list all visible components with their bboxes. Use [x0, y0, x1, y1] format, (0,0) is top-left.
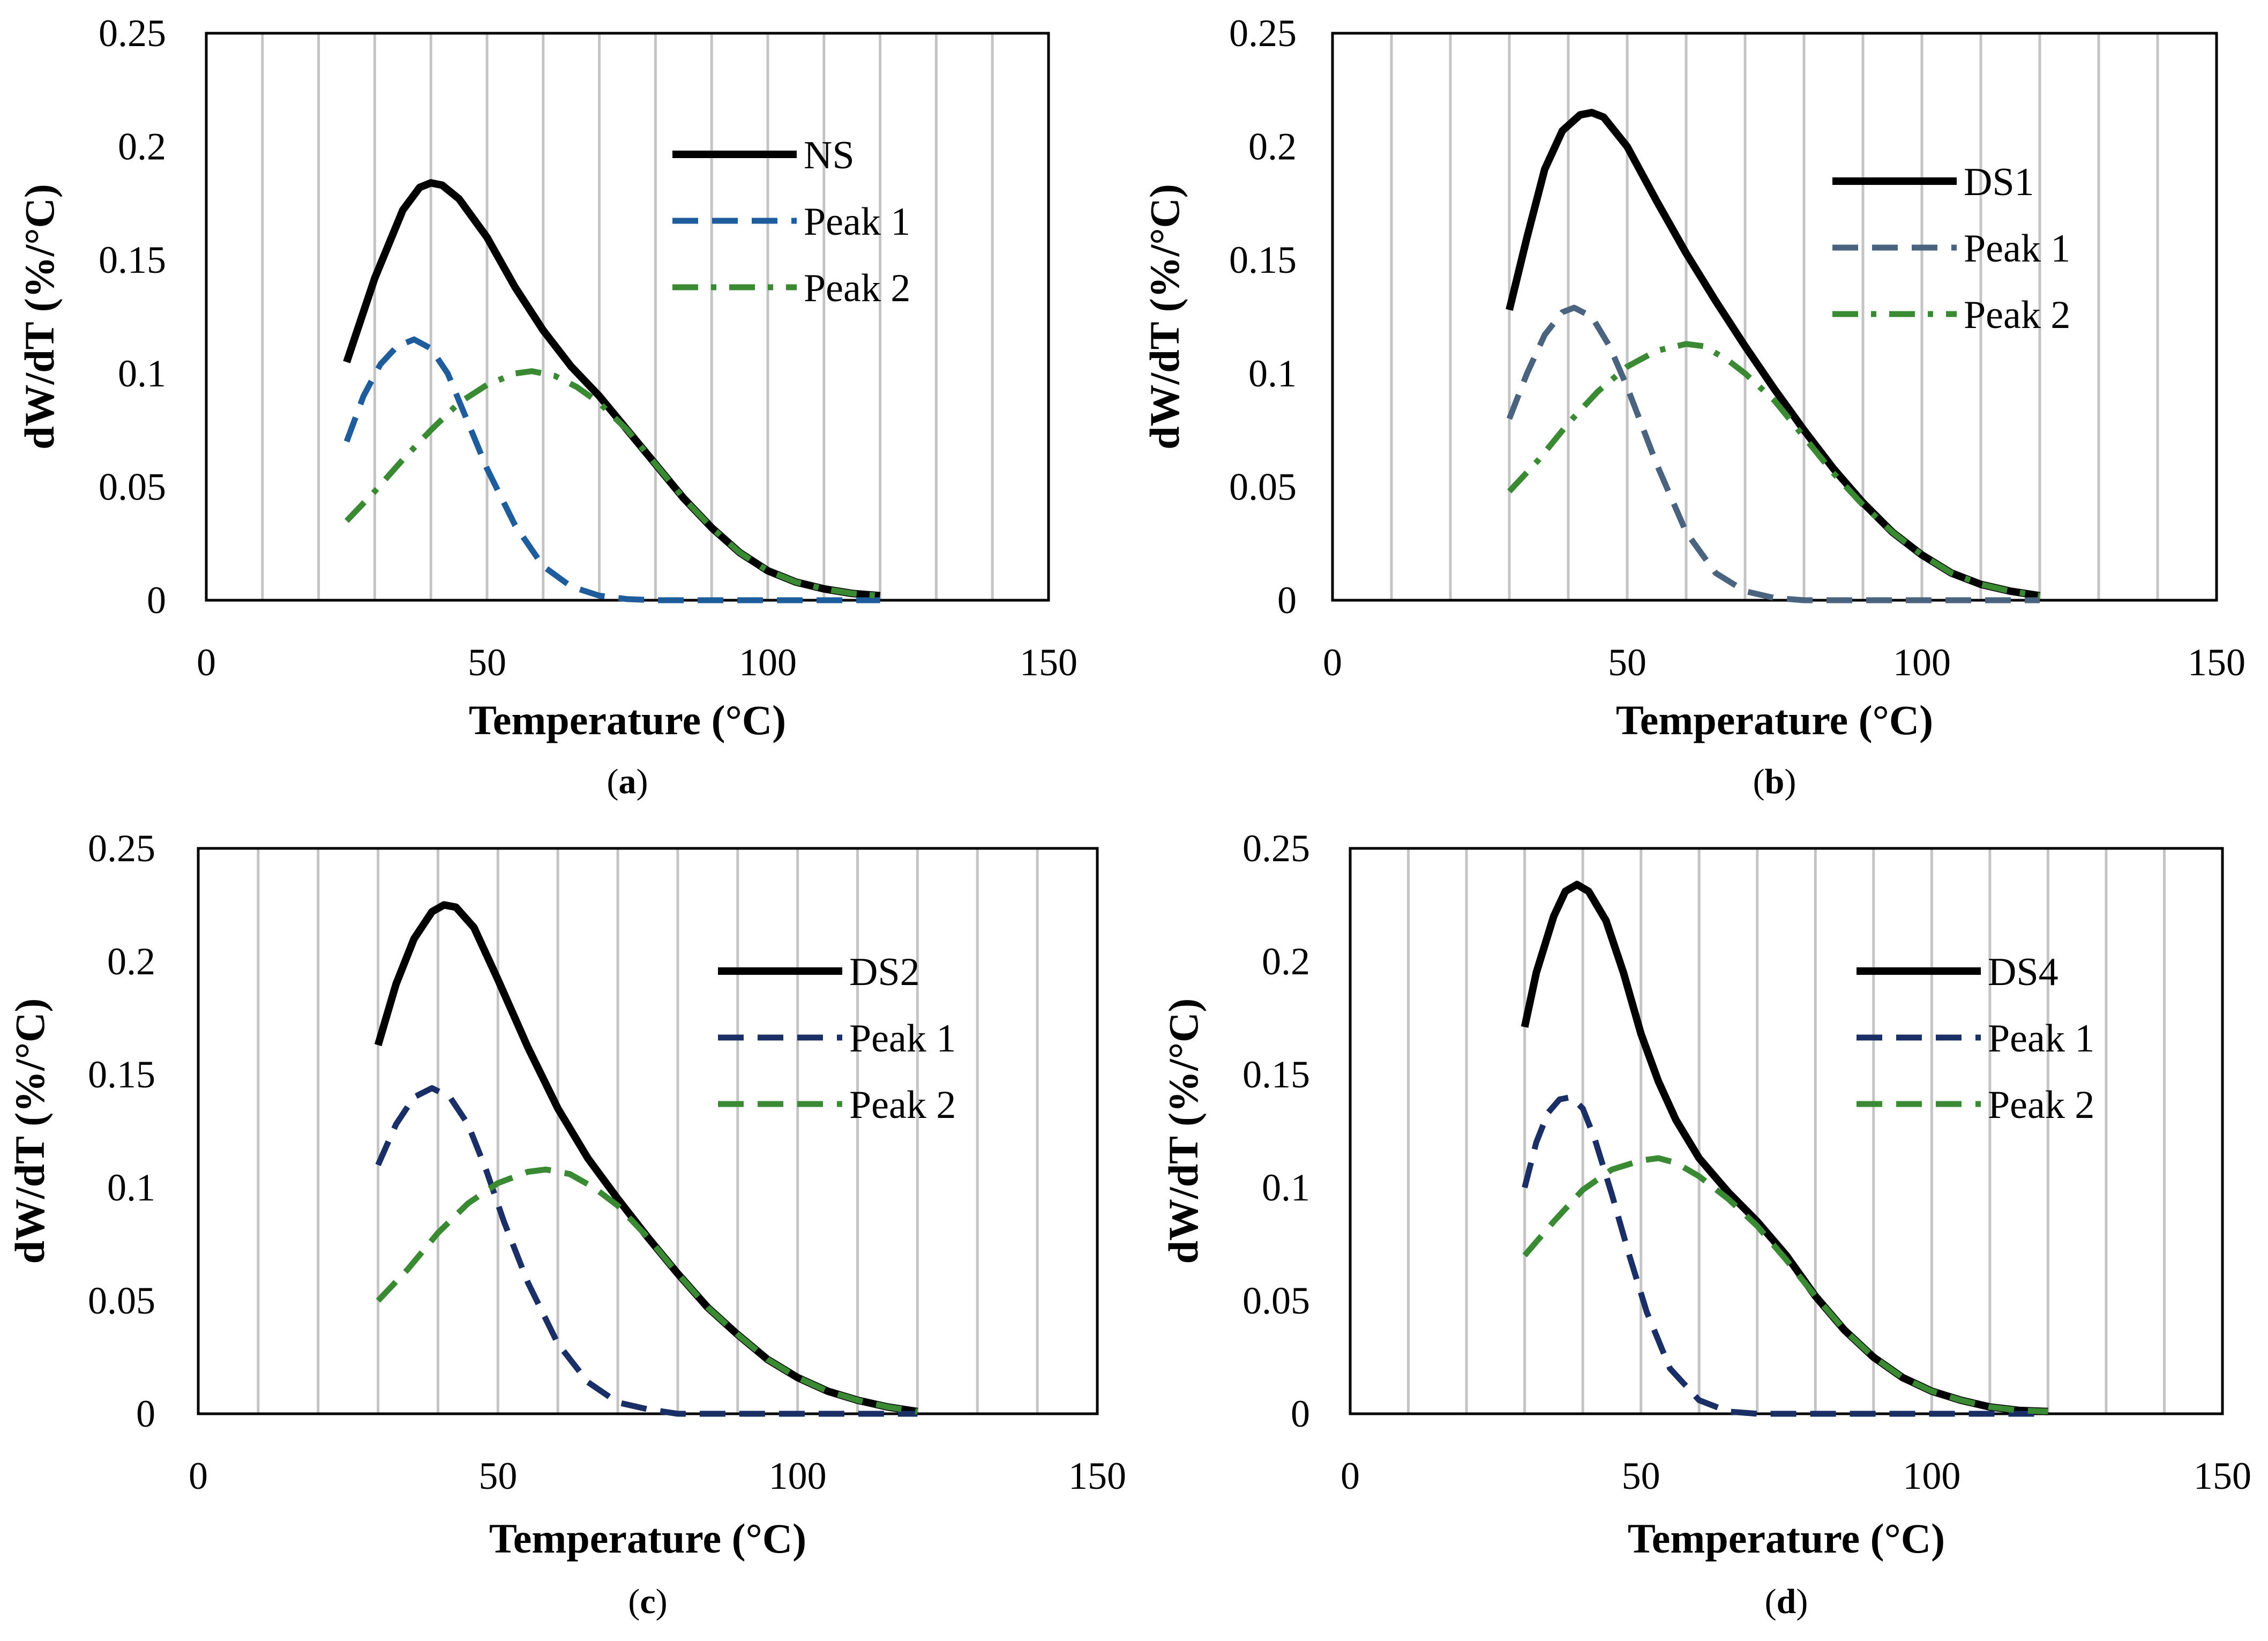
series-line-peak-1 [343, 336, 880, 603]
y-axis-label: dW/dT (%/°C) [1141, 184, 1188, 450]
y-tick-label: 0 [1277, 579, 1297, 622]
plot-frame [1349, 847, 2224, 1415]
x-tick-label: 50 [468, 641, 506, 684]
y-axis-label: dW/dT (%/°C) [16, 184, 63, 450]
y-tick-label: 0.1 [107, 1166, 155, 1209]
series-line-peak-1 [1522, 1094, 2048, 1417]
x-tick-label: 150 [1068, 1454, 1126, 1497]
y-tick-label: 0.25 [88, 827, 155, 870]
legend-label: DS4 [1988, 950, 2059, 994]
series-line-peak-2 [1507, 341, 2040, 599]
x-tick-label: 50 [1608, 641, 1646, 684]
panel-caption: (d) [1765, 1582, 1808, 1621]
y-tick-label: 0.25 [99, 12, 166, 55]
chart-panel-b: 0 0.05 0.1 0.15 0.2 0.25 0 50 100 150 Temperature … [1141, 12, 2245, 801]
x-tick-label: 150 [2188, 641, 2245, 684]
x-tick-label: 0 [189, 1454, 208, 1497]
legend-label: Peak 1 [804, 200, 910, 244]
x-tick-label: 50 [1622, 1454, 1660, 1497]
panel-caption: (b) [1753, 762, 1797, 801]
chart-panel-c: 0 0.05 0.1 0.15 0.2 0.25 0 50 100 150 Temperature … [6, 827, 1126, 1621]
x-axis-label: Temperature (°C) [1616, 697, 1933, 743]
x-axis-label: Temperature (°C) [469, 697, 786, 743]
y-tick-label: 0.2 [118, 125, 166, 168]
panel-caption: (c) [628, 1582, 667, 1621]
y-tick-label: 0.15 [1229, 238, 1297, 281]
y-tick-label: 0 [136, 1392, 155, 1435]
plot-frame [1331, 32, 2218, 602]
x-tick-label: 100 [1893, 641, 1951, 684]
x-axis-label: Temperature (°C) [1628, 1515, 1945, 1562]
y-tick-label: 0.15 [88, 1053, 155, 1096]
series-line-peak-2 [376, 1166, 918, 1415]
y-tick-label: 0.25 [1229, 12, 1297, 55]
legend-label: Peak 2 [1964, 293, 2070, 337]
x-tick-label: 0 [1341, 1454, 1360, 1497]
series-line-peak-2 [345, 368, 881, 599]
y-tick-label: 0.1 [1248, 352, 1297, 395]
y-tick-label: 0 [147, 579, 166, 622]
x-tick-label: 150 [2194, 1454, 2251, 1497]
x-tick-label: 100 [769, 1454, 827, 1497]
chart-panel-d: 0 0.05 0.1 0.15 0.2 0.25 0 50 100 150 Temperature … [1160, 827, 2251, 1621]
legend-label: DS1 [1964, 160, 2034, 204]
y-tick-label: 0.05 [88, 1279, 155, 1322]
y-axis-label: dW/dT (%/°C) [6, 998, 53, 1264]
plot-frame [205, 32, 1050, 602]
y-tick-label: 0.1 [118, 352, 166, 395]
x-tick-label: 0 [197, 641, 216, 684]
x-tick-label: 100 [1903, 1454, 1960, 1497]
y-tick-label: 0.2 [1262, 940, 1310, 983]
series-line-ds2 [374, 901, 918, 1415]
legend-label: Peak 1 [1964, 227, 2070, 271]
legend-label: Peak 1 [1988, 1017, 2094, 1061]
y-tick-label: 0.15 [1242, 1053, 1310, 1096]
series-line-ds1 [1506, 109, 2041, 600]
panel-caption: (a) [607, 762, 648, 801]
legend: NS Peak 1 Peak 2 [672, 133, 910, 310]
series-line-ns [343, 179, 881, 600]
y-tick-label: 0.05 [99, 465, 166, 508]
x-tick-label: 50 [478, 1454, 517, 1497]
y-tick-label: 0.15 [99, 238, 166, 281]
series-line-peak-1 [375, 1085, 918, 1417]
legend-label: Peak 2 [849, 1083, 956, 1127]
plot-frame [197, 847, 1099, 1415]
y-tick-label: 0.05 [1242, 1279, 1310, 1322]
legend-label: DS2 [849, 950, 920, 994]
series-line-peak-1 [1506, 304, 2040, 603]
y-tick-label: 0.2 [1248, 125, 1297, 168]
y-tick-label: 0.2 [107, 940, 155, 983]
series-line-peak-2 [1522, 1155, 2048, 1415]
y-tick-label: 0.1 [1262, 1166, 1310, 1209]
legend-label: Peak 1 [849, 1017, 956, 1061]
legend: DS1 Peak 1 Peak 2 [1832, 160, 2070, 337]
legend: DS4 Peak 1 Peak 2 [1857, 950, 2094, 1127]
legend: DS2 Peak 1 Peak 2 [718, 950, 956, 1127]
y-tick-label: 0.05 [1229, 465, 1297, 508]
chart-panel-a: 0 0.05 0.1 0.15 0.2 0.25 0 50 100 150 Temperature … [16, 12, 1077, 801]
y-tick-label: 0 [1291, 1392, 1310, 1435]
x-tick-label: 0 [1323, 641, 1342, 684]
x-axis-label: Temperature (°C) [489, 1515, 806, 1562]
legend-label: NS [804, 133, 855, 177]
x-tick-label: 100 [739, 641, 797, 684]
x-tick-label: 150 [1020, 641, 1077, 684]
legend-label: Peak 2 [1988, 1083, 2094, 1127]
series-line-ds4 [1521, 881, 2048, 1415]
y-tick-label: 0.25 [1242, 827, 1310, 870]
y-axis-label: dW/dT (%/°C) [1160, 998, 1207, 1264]
legend-label: Peak 2 [804, 266, 910, 310]
